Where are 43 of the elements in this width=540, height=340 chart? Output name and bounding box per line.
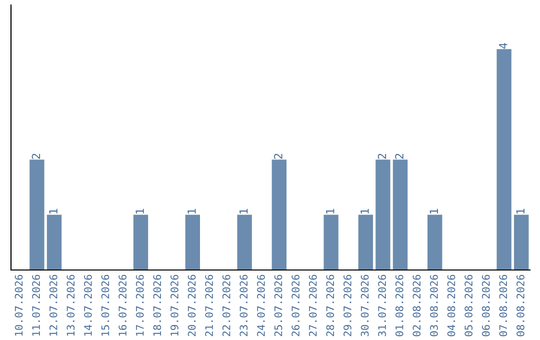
x-tick-label: 26.07.2026 — [292, 274, 300, 336]
data-label: 1 — [326, 208, 334, 214]
data-label: 1 — [240, 208, 248, 214]
data-label: 1 — [136, 208, 144, 214]
x-tick-label: 05.08.2026 — [464, 274, 472, 336]
x-tick-label: 25.07.2026 — [274, 274, 282, 336]
x-tick-label: 10.07.2026 — [14, 274, 23, 336]
x-tick-label: 24.07.2026 — [257, 274, 265, 336]
x-tick-label: 03.08.2026 — [430, 274, 438, 336]
x-tick-label: 17.07.2026 — [136, 274, 144, 336]
data-label: 1 — [516, 208, 524, 214]
x-tick-label: 23.07.2026 — [240, 274, 248, 336]
x-tick-label: 30.07.2026 — [360, 274, 369, 336]
x-tick-label: 02.08.2026 — [412, 274, 421, 336]
data-label: 2 — [395, 154, 404, 159]
x-tick-label: 29.07.2026 — [344, 274, 352, 336]
x-tick-label: 21.07.2026 — [205, 274, 213, 336]
x-tick-label: 08.08.2026 — [516, 274, 524, 336]
x-tick-label: 28.07.2026 — [326, 274, 334, 336]
data-label: 1 — [430, 208, 438, 214]
x-tick-label: 04.08.2026 — [447, 274, 456, 336]
data-label: 1 — [188, 208, 196, 214]
x-tick-label: 19.07.2026 — [170, 274, 178, 336]
x-tick-label: 11.07.2026 — [32, 274, 40, 336]
x-tick-label: 01.08.2026 — [395, 274, 404, 336]
x-tick-label: 14.07.2026 — [84, 274, 92, 336]
data-label: 2 — [32, 154, 40, 159]
x-tick-label: 16.07.2026 — [118, 274, 126, 336]
x-tick-label: 31.07.2026 — [378, 274, 386, 336]
data-label: 1 — [49, 208, 58, 214]
x-tick-label: 27.07.2026 — [308, 274, 317, 336]
data-label: 4 — [499, 43, 508, 49]
data-label: 1 — [360, 208, 369, 214]
data-label: 2 — [274, 154, 282, 159]
x-tick-label: 06.08.2026 — [482, 274, 490, 336]
data-label: 2 — [378, 154, 386, 159]
x-tick-label: 20.07.2026 — [188, 274, 196, 336]
x-tick-label: 15.07.2026 — [101, 274, 110, 336]
x-tick-label: 13.07.2026 — [66, 274, 75, 336]
x-tick-label: 22.07.2026 — [222, 274, 230, 336]
x-tick-label: 12.07.2026 — [49, 274, 58, 336]
x-tick-label: 07.08.2026 — [499, 274, 508, 336]
x-tick-label: 18.07.2026 — [153, 274, 162, 336]
